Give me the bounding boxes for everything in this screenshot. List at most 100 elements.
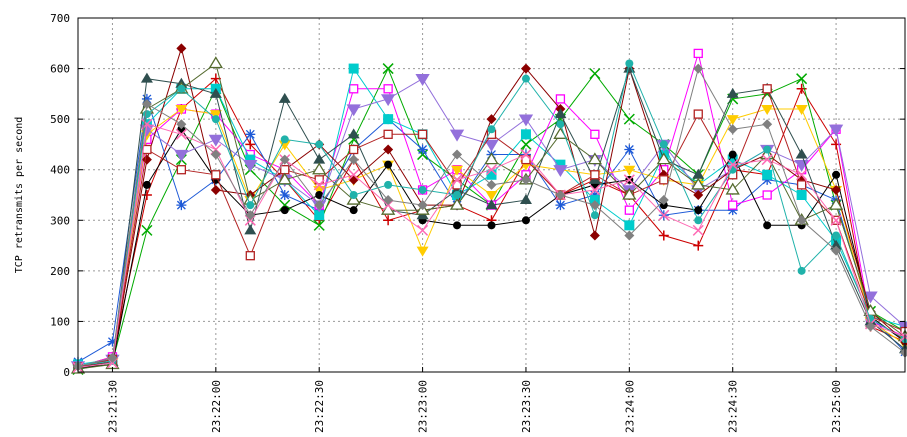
data-point [176, 119, 187, 130]
data-point [625, 59, 634, 68]
series-12 [70, 56, 907, 374]
data-point [416, 246, 429, 257]
data-point [692, 168, 705, 179]
data-point [348, 63, 359, 74]
data-point [658, 230, 669, 241]
data-point [245, 251, 255, 261]
data-point [107, 336, 118, 347]
data-point [828, 197, 844, 210]
data-point [832, 231, 841, 240]
data-point [417, 200, 428, 211]
data-point [348, 169, 360, 181]
data-point [728, 150, 737, 159]
data-point [796, 73, 808, 85]
data-point [726, 115, 739, 126]
data-point [418, 185, 427, 194]
grid [78, 18, 905, 372]
y-axis-title: TCP retransmits per second [14, 117, 25, 274]
data-point [693, 63, 704, 74]
x-tick-label: 23:25:00 [830, 380, 843, 433]
data-point [210, 184, 221, 195]
data-point [380, 94, 396, 107]
x-tick-label: 23:21:30 [106, 380, 119, 433]
data-point [142, 180, 151, 189]
data-point [761, 105, 774, 116]
data-point [520, 149, 532, 161]
data-point [487, 125, 496, 134]
data-point [176, 200, 187, 211]
data-point [520, 63, 531, 74]
data-point [694, 216, 703, 225]
x-tick-label: 23:23:30 [520, 380, 533, 433]
data-point [140, 72, 153, 83]
data-point [693, 109, 703, 119]
data-point [384, 180, 393, 189]
data-point [383, 129, 393, 139]
data-point [486, 114, 497, 125]
data-point [417, 129, 428, 139]
data-point [624, 230, 635, 241]
data-point [141, 190, 152, 200]
data-point [346, 192, 361, 205]
y-tick-label: 200 [50, 265, 70, 278]
series-line [77, 51, 906, 368]
data-point [417, 144, 428, 155]
data-point [485, 191, 498, 201]
data-point [211, 170, 221, 180]
data-point [315, 191, 324, 199]
data-point [727, 124, 738, 135]
data-point [763, 145, 772, 154]
data-point [244, 224, 257, 235]
data-point [521, 216, 530, 225]
data-point [245, 129, 256, 140]
data-point [417, 149, 429, 161]
data-point [279, 190, 290, 200]
data-point [587, 152, 603, 165]
x-tick-label: 23:24:30 [727, 380, 740, 433]
data-point [694, 206, 703, 215]
data-point [796, 215, 807, 226]
data-point [659, 175, 669, 185]
data-point [556, 120, 565, 129]
data-point [243, 160, 258, 172]
data-point [487, 221, 496, 230]
data-point [725, 182, 740, 195]
data-point [176, 165, 187, 175]
data-point [624, 220, 635, 231]
data-point [656, 152, 671, 165]
data-point [141, 93, 152, 104]
data-point [210, 143, 222, 156]
data-point [313, 219, 325, 231]
data-point [691, 177, 706, 190]
data-point [383, 114, 394, 125]
data-point [761, 154, 773, 166]
data-point [314, 210, 325, 221]
data-point [484, 139, 499, 152]
data-point [449, 197, 465, 210]
data-point [831, 184, 842, 195]
data-point [553, 127, 568, 139]
y-tick-label: 100 [50, 315, 70, 328]
data-point [451, 165, 464, 176]
data-point [590, 170, 600, 180]
y-tick-label: 700 [50, 12, 70, 25]
data-point [485, 199, 498, 210]
data-point [518, 114, 534, 127]
data-point [141, 224, 153, 236]
data-point [555, 200, 566, 211]
data-point [520, 129, 531, 140]
data-point [348, 154, 359, 165]
data-point [280, 165, 290, 175]
data-point [623, 113, 635, 125]
data-point [175, 105, 188, 116]
data-point [313, 179, 325, 191]
data-point [278, 92, 291, 103]
data-point [280, 206, 289, 215]
data-point [315, 140, 324, 149]
data-point [451, 174, 463, 186]
data-point [211, 115, 220, 124]
data-point [763, 221, 772, 230]
data-point [278, 140, 291, 151]
data-point [589, 200, 600, 211]
